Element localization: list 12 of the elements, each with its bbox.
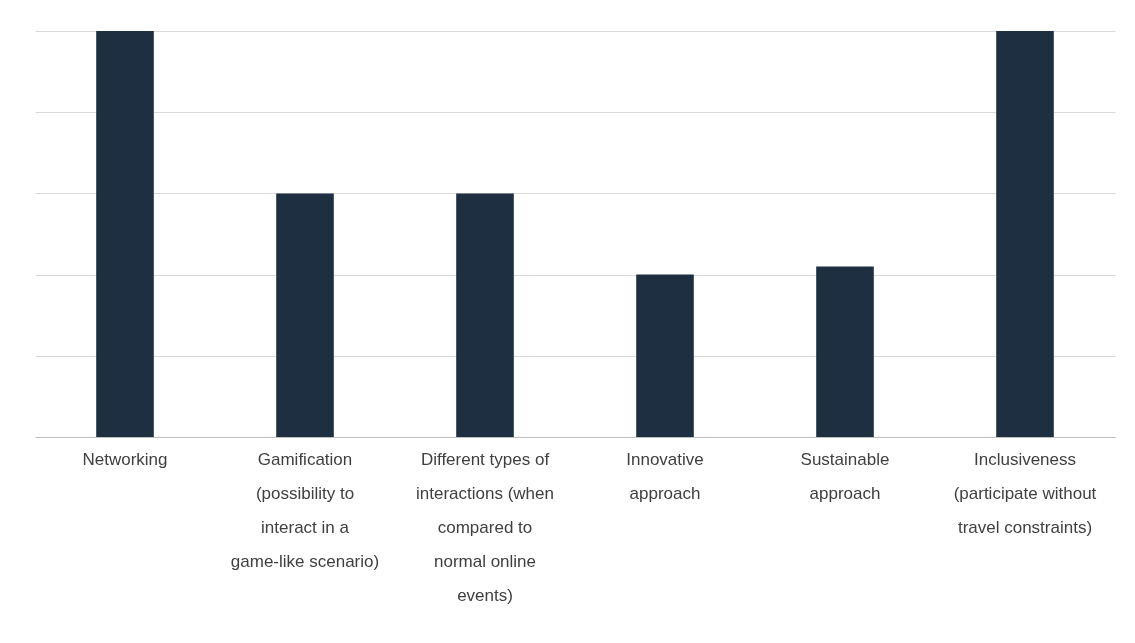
bar <box>816 266 874 437</box>
bar <box>276 193 334 437</box>
x-tick-label: Inclusiveness (participate without travel constraints) <box>953 449 1097 537</box>
bar <box>636 274 694 437</box>
x-tick-label: Innovative approach <box>626 449 704 503</box>
bar <box>996 31 1054 437</box>
bar <box>456 193 514 437</box>
bar <box>96 31 154 437</box>
x-tick-label: Networking <box>82 449 168 469</box>
x-tick-label: Gamification (possibility to interact in a game-like scenario) <box>230 449 380 571</box>
x-tick-label: Different types of interactions (when compared to normal online events) <box>416 449 554 605</box>
x-tick-label: Sustainable approach <box>800 449 890 503</box>
